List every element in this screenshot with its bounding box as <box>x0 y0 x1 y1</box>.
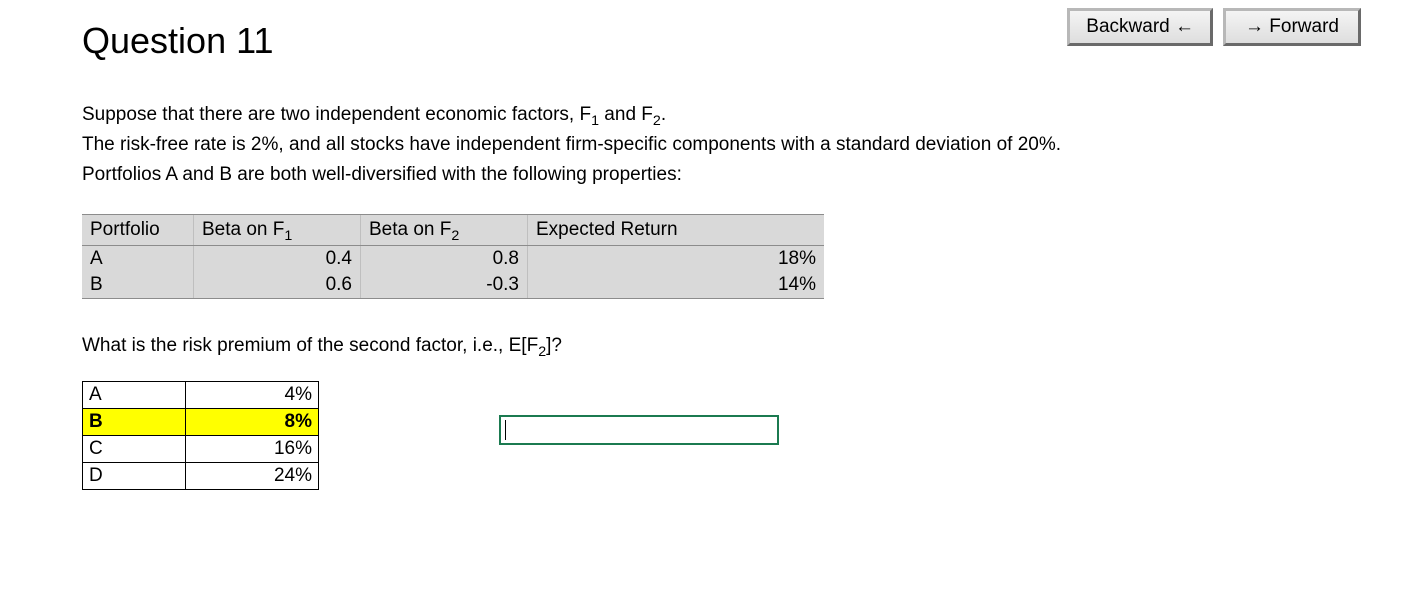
followq-text: What is the risk premium of the second f… <box>82 335 538 356</box>
cell-return: 14% <box>528 272 825 299</box>
answer-value: 24% <box>186 463 319 490</box>
answer-label: D <box>83 463 186 490</box>
table-header-row: Portfolio Beta on F1 Beta on F2 Expected… <box>82 215 824 246</box>
cell-portfolio: A <box>82 246 194 273</box>
portfolio-table: Portfolio Beta on F1 Beta on F2 Expected… <box>82 214 824 299</box>
prompt-line-3: Portfolios A and B are both well-diversi… <box>82 164 1425 186</box>
cell-beta1: 0.4 <box>194 246 361 273</box>
th-text: Beta on F <box>202 219 284 240</box>
table-row: B 0.6 -0.3 14% <box>82 272 824 299</box>
prompt-text: . <box>661 104 666 125</box>
prompt-text: and F <box>599 104 653 125</box>
forward-button[interactable]: → Forward <box>1223 8 1361 46</box>
answer-value: 16% <box>186 436 319 463</box>
answer-label: C <box>83 436 186 463</box>
th-portfolio: Portfolio <box>82 215 194 246</box>
prompt-text: Suppose that there are two independent e… <box>82 104 591 125</box>
cell-portfolio: B <box>82 272 194 299</box>
nav-buttons: Backward ← → Forward <box>1067 8 1361 46</box>
cell-return: 18% <box>528 246 825 273</box>
th-beta2: Beta on F2 <box>361 215 528 246</box>
text-caret <box>505 420 506 440</box>
cell-beta2: 0.8 <box>361 246 528 273</box>
answer-options-table: A 4% B 8% C 16% D 24% <box>82 381 319 490</box>
th-beta1: Beta on F1 <box>194 215 361 246</box>
subscript: 1 <box>591 113 599 129</box>
subscript: 2 <box>451 228 459 244</box>
cell-beta1: 0.6 <box>194 272 361 299</box>
subscript: 2 <box>653 113 661 129</box>
subscript: 1 <box>284 228 292 244</box>
answer-row[interactable]: D 24% <box>83 463 319 490</box>
table-row: A 0.4 0.8 18% <box>82 246 824 273</box>
subscript: 2 <box>538 344 546 360</box>
cell-beta2: -0.3 <box>361 272 528 299</box>
answer-row[interactable]: B 8% <box>83 409 319 436</box>
answer-label: A <box>83 382 186 409</box>
prompt-line-2: The risk-free rate is 2%, and all stocks… <box>82 134 1425 156</box>
prompt-line-1: Suppose that there are two independent e… <box>82 104 1425 126</box>
answer-label: B <box>83 409 186 436</box>
answer-row[interactable]: A 4% <box>83 382 319 409</box>
followq-text: ]? <box>546 335 562 356</box>
follow-up-question: What is the risk premium of the second f… <box>82 335 1425 357</box>
answer-value: 8% <box>186 409 319 436</box>
th-return: Expected Return <box>528 215 825 246</box>
th-text: Beta on F <box>369 219 451 240</box>
question-prompt: Suppose that there are two independent e… <box>82 104 1425 186</box>
answer-value: 4% <box>186 382 319 409</box>
answer-row[interactable]: C 16% <box>83 436 319 463</box>
answer-input[interactable] <box>499 415 779 445</box>
backward-button[interactable]: Backward ← <box>1067 8 1213 46</box>
